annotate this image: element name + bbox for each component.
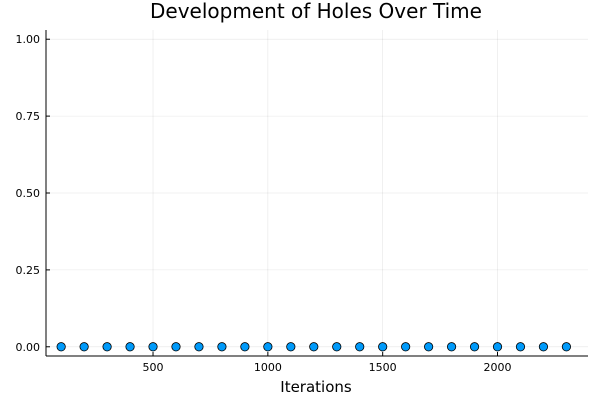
x-axis-label: Iterations	[280, 378, 352, 396]
chart-title: Development of Holes Over Time	[150, 0, 482, 23]
data-point	[125, 342, 135, 352]
data-point	[102, 342, 112, 352]
data-point	[515, 342, 526, 352]
y-tick-label: 0.75	[16, 110, 41, 123]
x-tick-label: 2000	[484, 361, 512, 374]
data-point	[148, 342, 158, 352]
axes	[45, 30, 588, 357]
x-tick-label: 1000	[254, 361, 282, 374]
data-point	[309, 342, 319, 352]
data-point	[171, 342, 181, 352]
data-point	[263, 342, 273, 352]
data-point	[538, 342, 549, 352]
data-point	[401, 342, 411, 352]
x-tick-label: 500	[143, 361, 164, 374]
data-point	[240, 342, 250, 352]
data-points	[56, 342, 572, 352]
y-tick-label: 1.00	[16, 33, 41, 46]
data-point	[378, 342, 388, 352]
x-tick-label: 1500	[369, 361, 397, 374]
y-tick-label: 0.00	[16, 341, 41, 354]
data-point	[332, 342, 342, 352]
data-point	[56, 342, 66, 352]
y-tick-label: 0.25	[16, 264, 41, 277]
data-point	[79, 342, 89, 352]
data-point	[286, 342, 296, 352]
data-point	[469, 342, 480, 352]
data-point	[424, 342, 434, 352]
data-point	[194, 342, 204, 352]
data-point	[217, 342, 227, 352]
data-point	[492, 342, 503, 352]
data-point	[561, 342, 572, 352]
y-tick-label: 0.50	[16, 187, 41, 200]
tick-labels: 500 1000 1500 2000 0.00 0.25 0.50 0.75 1.00	[16, 33, 512, 374]
grid	[46, 30, 588, 356]
data-point	[446, 342, 457, 352]
data-point	[355, 342, 365, 352]
